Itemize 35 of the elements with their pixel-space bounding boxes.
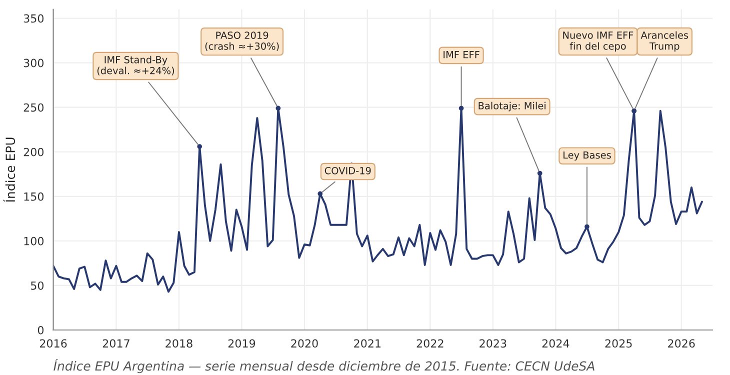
y-tick-label: 300 — [24, 58, 44, 68]
x-tick-label: 2018 — [166, 339, 192, 348]
x-tick-label: 2025 — [605, 339, 632, 348]
text: Índice EPU Argentina — serie mensual desde diciembre de 2015. Fuente: CECN UdeSA — [54, 358, 594, 374]
annotation: PASO 2019 (crash ≈+30%) — [205, 32, 279, 51]
x-tick-label: 2024 — [542, 339, 570, 348]
point — [276, 106, 281, 111]
x-tick-label: 2019 — [228, 339, 256, 348]
y-tick-label: 100 — [24, 236, 44, 246]
point — [458, 106, 464, 111]
annotation: COVID-19 — [324, 166, 371, 174]
y-tick-label: 250 — [24, 103, 44, 112]
annotation: Aranceles Trump — [640, 31, 688, 52]
x-tick-label: 2017 — [102, 339, 130, 348]
annotation: Ley Bases — [564, 151, 611, 161]
y-tick-label: 350 — [24, 14, 44, 23]
point — [632, 108, 637, 114]
point — [318, 191, 323, 196]
annotation: Balotaje: Milei — [478, 102, 546, 112]
x-tick-label: 2023 — [480, 339, 506, 348]
point — [197, 144, 202, 149]
y-axis-title: Índice EPU — [3, 138, 16, 202]
y-tick-label: 200 — [24, 148, 44, 156]
x-tick-label: 2016 — [40, 339, 67, 348]
annotation: IMF EFF — [444, 51, 480, 58]
annotation: Nuevo IMF EFF fin del cepo — [563, 32, 634, 52]
x-tick-label: 2021 — [354, 339, 381, 348]
y-tick-label: 50 — [30, 281, 44, 290]
annotation: IMF Stand-By (deval. ≈+24%) — [97, 56, 174, 76]
x-tick-label: 2026 — [668, 339, 695, 348]
y-tick-label: 0 — [38, 326, 44, 334]
x-tick-label: 2020 — [291, 339, 318, 348]
point — [537, 170, 542, 176]
y-tick-label: 150 — [24, 192, 44, 201]
x-tick-label: 2022 — [416, 339, 444, 348]
